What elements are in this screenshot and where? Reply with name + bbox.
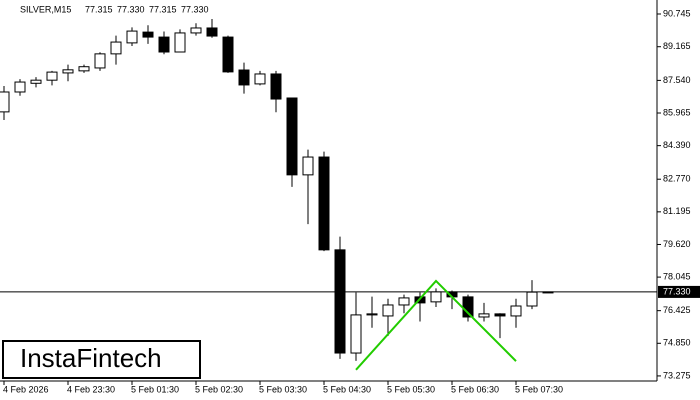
y-tick-label: 73.275 [663, 370, 691, 380]
candle-body [30, 79, 42, 84]
y-tick-label: 87.540 [663, 75, 691, 85]
candle-body [62, 69, 74, 74]
y-tick-label: 82.770 [663, 174, 691, 184]
candle-body [238, 69, 250, 86]
candle-body [206, 27, 218, 37]
x-tick-label: 5 Feb 02:30 [195, 384, 243, 394]
candle-body [126, 30, 138, 44]
x-tick-label: 5 Feb 07:30 [515, 384, 563, 394]
x-tick-label: 5 Feb 06:30 [451, 384, 499, 394]
candle-body [222, 36, 234, 73]
x-tick-label: 5 Feb 03:30 [259, 384, 307, 394]
candle-body [270, 73, 282, 100]
y-tick-label: 79.620 [663, 239, 691, 249]
candle-body [254, 73, 266, 85]
candle-body [286, 97, 298, 176]
header-value: 77.330 [181, 4, 209, 14]
candle-body [366, 313, 378, 316]
candle-body [14, 81, 26, 93]
x-tick-label: 5 Feb 01:30 [131, 384, 179, 394]
y-tick-label: 84.390 [663, 140, 691, 150]
candle-body [542, 291, 554, 294]
pattern-line [355, 279, 517, 371]
header-value: 77.315 [149, 4, 177, 14]
candle-body [78, 66, 90, 72]
candle-body [94, 53, 106, 69]
candle-body [158, 36, 170, 53]
candle-body [526, 291, 538, 307]
plot [0, 19, 657, 371]
candle-body [350, 314, 362, 354]
y-tick-label: 78.045 [663, 271, 691, 281]
price-label-box [658, 285, 700, 298]
candle-body [334, 249, 346, 354]
candle-body [110, 41, 122, 55]
y-tick-label: 76.425 [663, 305, 691, 315]
y-tick-label: 81.195 [663, 206, 691, 216]
x-tick-label: 5 Feb 04:30 [323, 384, 371, 394]
symbol: SILVER,M15 [20, 4, 71, 14]
candle-body [0, 91, 10, 113]
candle-body [142, 31, 154, 38]
candle-body [382, 304, 394, 317]
y-tick-label: 74.850 [663, 338, 691, 348]
candle-body [190, 27, 202, 34]
header-value: 77.315 [85, 4, 113, 14]
candle-body [430, 291, 442, 303]
candle-body [318, 156, 330, 251]
y-tick-label: 89.165 [663, 41, 691, 51]
price-label: 77.330 [663, 286, 691, 296]
candle-body [302, 156, 314, 176]
candle-body [510, 305, 522, 317]
logo-box [2, 340, 201, 379]
y-tick-label: 85.965 [663, 107, 691, 117]
candle-body [174, 32, 186, 53]
header-value: 77.330 [117, 4, 145, 14]
candle-body [494, 313, 506, 317]
y-tick-label: 90.745 [663, 8, 691, 18]
candle-body [478, 313, 490, 318]
candle-body [46, 71, 58, 81]
candle-body [398, 297, 410, 306]
x-tick-label: 5 Feb 05:30 [387, 384, 435, 394]
x-tick-label: 4 Feb 2026 [3, 384, 49, 394]
x-tick-label: 4 Feb 23:30 [67, 384, 115, 394]
logo: InstaFintech [20, 343, 162, 373]
